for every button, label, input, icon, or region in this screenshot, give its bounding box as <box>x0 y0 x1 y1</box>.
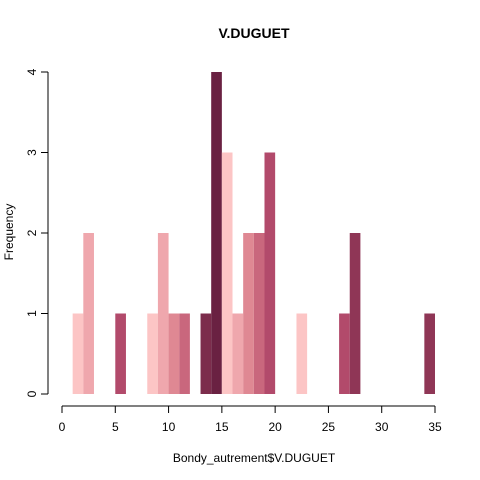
y-tick-label-4: 4 <box>25 68 39 75</box>
histogram-bar-0 <box>72 313 84 394</box>
histogram-bar-7 <box>200 313 212 394</box>
x-tick-label-1: 5 <box>112 420 119 434</box>
histogram-bar-12 <box>253 233 265 394</box>
x-tick-label-5: 25 <box>322 420 336 434</box>
histogram-bar-16 <box>349 233 361 394</box>
y-axis-title: Frequency <box>2 204 16 261</box>
histogram-bar-4 <box>157 233 169 394</box>
histogram-bar-17 <box>424 313 435 394</box>
x-tick-label-2: 10 <box>162 420 176 434</box>
y-tick-label-3: 3 <box>25 149 39 156</box>
histogram-bar-1 <box>83 233 94 394</box>
histogram-bar-15 <box>339 313 350 394</box>
y-tick-label-2: 2 <box>25 229 39 236</box>
bars-group <box>72 72 435 394</box>
x-tick-label-6: 30 <box>375 420 389 434</box>
histogram-bar-3 <box>147 313 158 394</box>
histogram-bar-6 <box>179 313 190 394</box>
y-tick-label-0: 0 <box>25 390 39 397</box>
histogram-bar-10 <box>232 313 244 394</box>
y-axis: 0 1 2 3 4 <box>25 68 49 397</box>
x-tick-label-4: 20 <box>268 420 282 434</box>
histogram-bar-11 <box>243 233 254 394</box>
histogram-bar-9 <box>221 152 233 394</box>
histogram-bar-14 <box>296 313 308 394</box>
histogram-bar-5 <box>168 313 180 394</box>
x-tick-label-7: 35 <box>428 420 442 434</box>
histogram-bar-8 <box>211 72 222 394</box>
x-axis: 0 5 10 15 20 25 30 35 <box>59 405 442 434</box>
x-tick-label-0: 0 <box>59 420 66 434</box>
x-tick-label-3: 15 <box>215 420 229 434</box>
x-axis-title: Bondy_autrement$V.DUGUET <box>173 451 336 465</box>
y-tick-label-1: 1 <box>25 310 39 317</box>
histogram-bar-2 <box>115 313 126 394</box>
histogram-bar-13 <box>264 152 276 394</box>
chart-title: V.DUGUET <box>218 25 290 41</box>
